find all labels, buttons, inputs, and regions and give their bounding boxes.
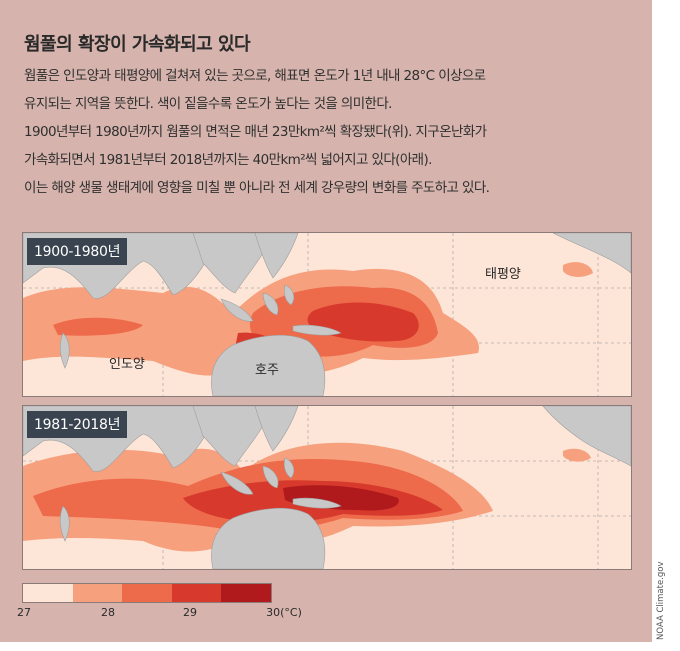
legend-tick: 30(°C) [266,606,302,619]
gridlines [23,233,631,396]
paragraph-line: 이는 해양 생물 생태계에 영향을 미칠 뿐 아니라 전 세계 강우량의 변화를… [24,180,490,196]
paragraph-line: 유지되는 지역을 뜻한다. 색이 짙을수록 온도가 높다는 것을 의미한다. [24,96,392,112]
pacific-label: 태평양 [485,267,521,282]
legend-swatch-28-5 [122,584,172,602]
warm-pool-map-1900-1980: 1900-1980년 인도양 호주 태평양 [22,232,632,397]
land-masses [23,233,631,396]
warm-pool-map-1981-2018: 1981-2018년 [22,405,632,570]
paragraph-line: 가속화되면서 1981년부터 2018년까지는 40만km²씩 넓어지고 있다(… [24,152,432,168]
paragraph-line: 웜풀은 인도양과 태평양에 걸쳐져 있는 곳으로, 해표면 온도가 1년 내내 … [24,68,486,84]
warm-pool-map-graphic [23,233,631,396]
warm-pool-map-graphic [23,406,631,569]
period-label: 1900-1980년 [27,238,128,265]
source-credit: NOAA Climate.gov [656,561,666,640]
legend-swatch-30 [221,584,271,602]
legend-swatch-27 [23,584,73,602]
infographic-card: 웜풀의 확장이 가속화되고 있다 웜풀은 인도양과 태평양에 걸쳐져 있는 곳으… [0,0,652,642]
legend-tick: 29 [183,606,197,619]
legend-swatch-29 [171,584,222,602]
legend-tick: 28 [101,606,115,619]
period-label: 1981-2018년 [27,411,128,438]
gridlines [23,406,631,569]
legend-tick: 27 [17,606,31,619]
indian-ocean-label: 인도양 [109,357,145,372]
australia-label: 호주 [255,363,279,378]
title: 웜풀의 확장이 가속화되고 있다 [24,34,251,55]
land-masses [23,406,631,569]
legend-swatch-28 [72,584,123,602]
paragraph-line: 1900년부터 1980년까지 웜풀의 면적은 매년 23만km²씩 확장됐다(… [24,124,487,140]
temperature-legend [22,583,272,603]
